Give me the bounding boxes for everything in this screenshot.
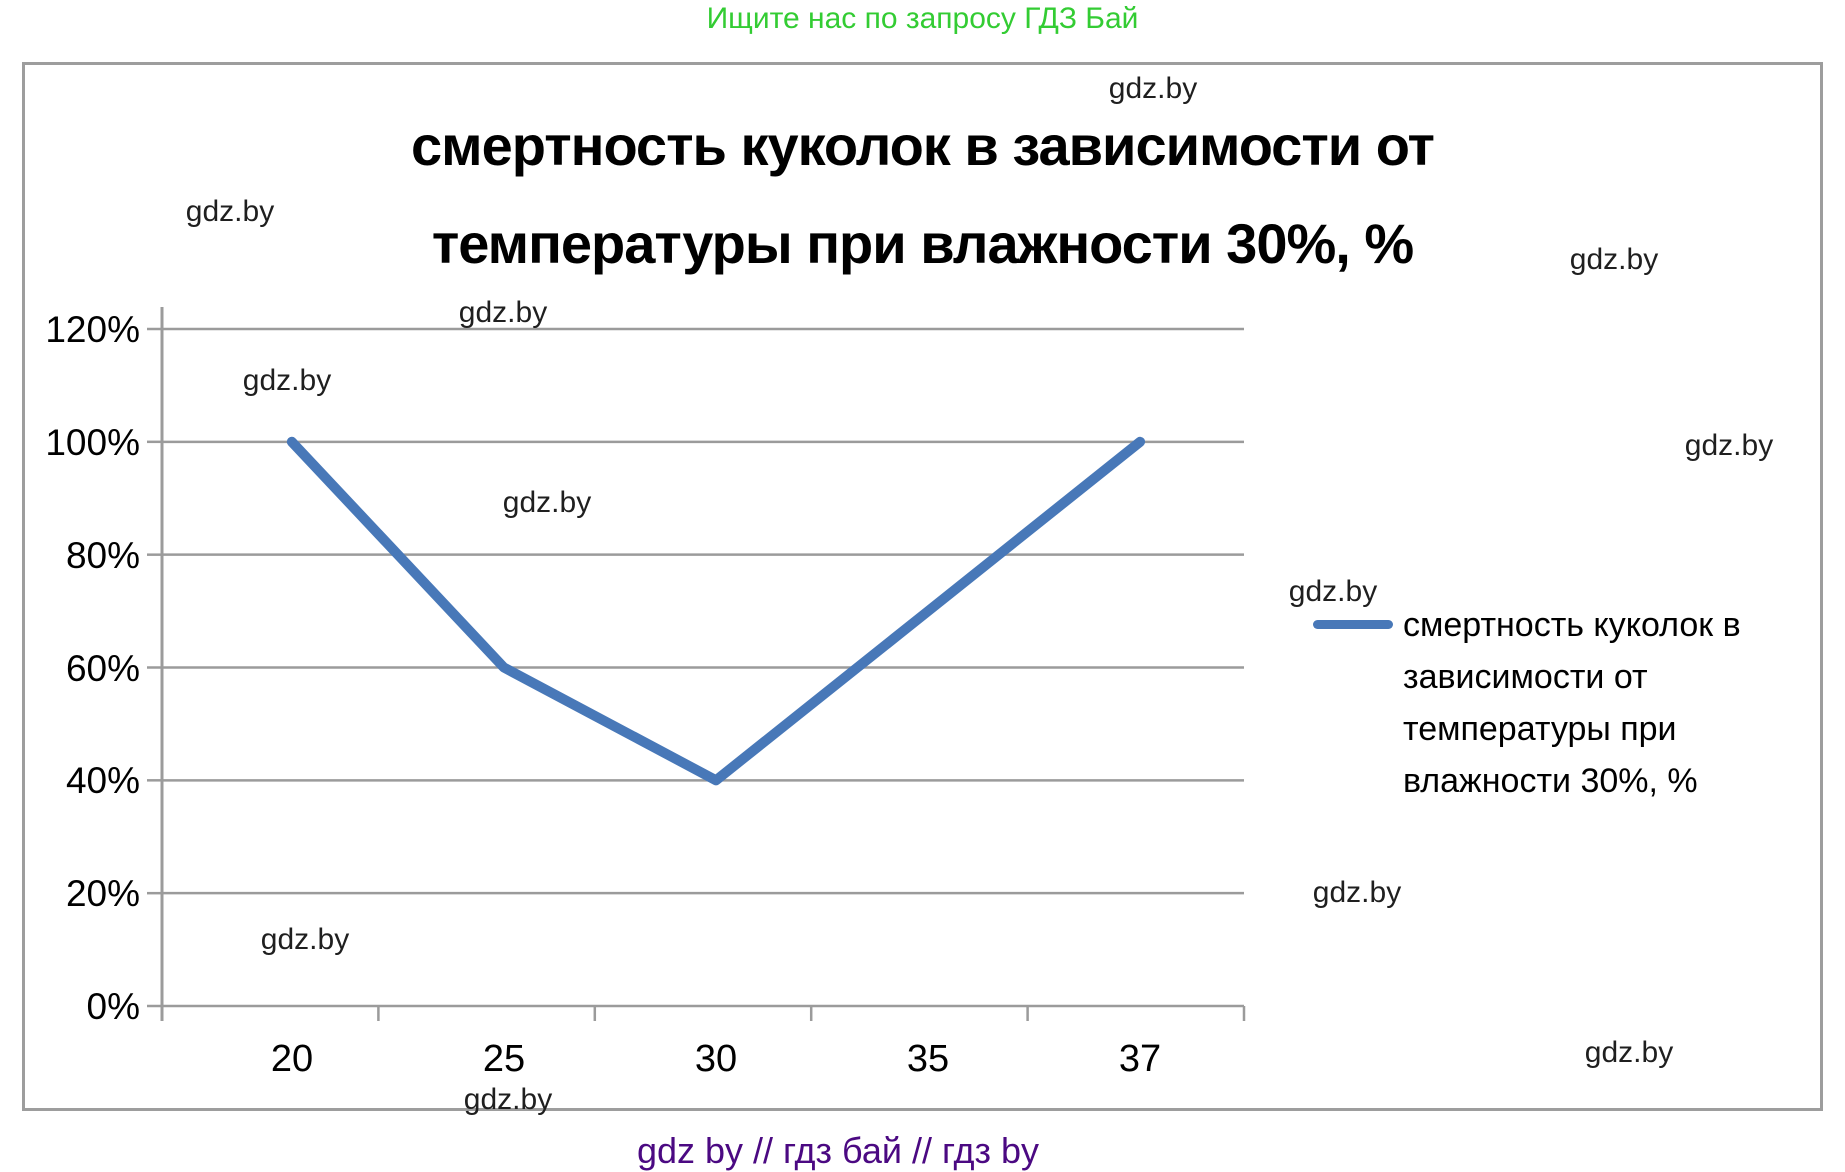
- legend-label-line-2: зависимости от: [1403, 658, 1648, 696]
- chart-title: смертность куколок в зависимости от темп…: [22, 97, 1823, 293]
- watermark-gdzby-4: gdz.by: [242, 364, 332, 397]
- x-tick-label-30: 30: [694, 1038, 738, 1080]
- x-tick-label-20: 20: [270, 1038, 314, 1080]
- figure-border-box: [22, 62, 1823, 1111]
- chart-title-line-1: смертность куколок в зависимости от: [411, 114, 1435, 177]
- watermark-gdzby-7: gdz.by: [1684, 429, 1774, 462]
- y-tick-label-60: 60%: [65, 648, 140, 689]
- axis-layer: [147, 307, 1246, 1021]
- watermark-gdzby-5: gdz.by: [502, 486, 592, 519]
- x-tick-label-35: 35: [906, 1038, 950, 1080]
- legend-line-swatch: [1313, 620, 1393, 629]
- y-tick-label-20: 20%: [65, 873, 140, 914]
- chart-legend: смертность куколок в зависимости от темп…: [1313, 599, 1741, 807]
- gridlines-layer: [162, 327, 1244, 1008]
- watermark-gdzby-6: gdz.by: [1569, 243, 1659, 276]
- legend-series-label: смертность куколок в зависимости от темп…: [1403, 599, 1741, 807]
- y-tick-label-0: 0%: [86, 986, 140, 1027]
- y-tick-label-40: 40%: [65, 760, 140, 801]
- legend-label-line-3: температуры при: [1403, 710, 1677, 748]
- watermark-gdzby-2: gdz.by: [1108, 72, 1198, 105]
- y-tick-label-80: 80%: [65, 535, 140, 576]
- watermark-gdzby-1: gdz.by: [185, 195, 275, 228]
- y-tick-label-120: 120%: [45, 309, 140, 350]
- watermark-gdzby-3: gdz.by: [458, 296, 548, 329]
- chart-title-line-2: температуры при влажности 30%, %: [431, 212, 1414, 275]
- y-tick-label-100: 100%: [45, 422, 140, 463]
- watermark-gdzby-10: gdz.by: [260, 923, 350, 956]
- x-tick-label-25: 25: [482, 1038, 526, 1080]
- watermark-gdzby-12: gdz.by: [1584, 1036, 1674, 1069]
- mortality-data-line: [286, 436, 1146, 786]
- promo-banner-text: Ищите нас по запросу ГДЗ Бай: [706, 2, 1139, 35]
- chart-plot-area: [147, 307, 1246, 1021]
- footer-site-text: gdz by // гдз бай // гдз by: [636, 1130, 1040, 1171]
- watermark-gdzby-11: gdz.by: [463, 1083, 553, 1116]
- legend-label-line-4: влажности 30%, %: [1403, 762, 1698, 800]
- watermark-gdzby-8: gdz.by: [1288, 575, 1378, 608]
- legend-label-line-1: смертность куколок в: [1403, 606, 1741, 644]
- watermark-gdzby-9: gdz.by: [1312, 876, 1402, 909]
- x-tick-label-37: 37: [1118, 1038, 1162, 1080]
